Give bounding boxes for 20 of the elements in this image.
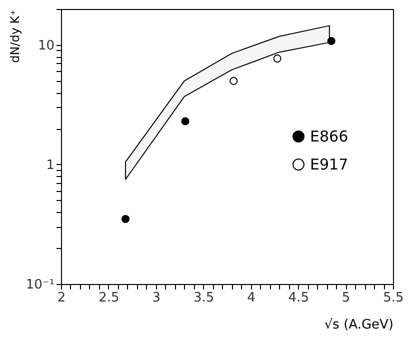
x-axis-title: √s (A.GeV) xyxy=(324,318,394,332)
x-tick-label: 3.5 xyxy=(193,290,214,306)
x-tick-label: 4 xyxy=(247,290,256,306)
point xyxy=(121,214,130,224)
x-tick-label: 5.5 xyxy=(383,290,404,306)
y-tick-label: 1 xyxy=(46,158,54,173)
legend-label: E866 xyxy=(310,128,348,146)
legend-label: E917 xyxy=(310,156,348,174)
y-axis-title: dN/dy K⁺ xyxy=(8,10,22,63)
x-tick-label: 4.5 xyxy=(288,290,309,306)
x-tick-label: 2 xyxy=(57,290,66,306)
point xyxy=(327,36,336,46)
point xyxy=(230,76,238,85)
point xyxy=(181,117,190,126)
x-tick-label: 3 xyxy=(152,290,160,306)
y-tick-label: 10⁻¹ xyxy=(26,278,54,292)
x-tick-label: 2.5 xyxy=(98,290,120,306)
x-tick-label: 5 xyxy=(342,290,350,306)
point xyxy=(273,54,282,63)
y-tick-label: 10 xyxy=(38,38,54,54)
